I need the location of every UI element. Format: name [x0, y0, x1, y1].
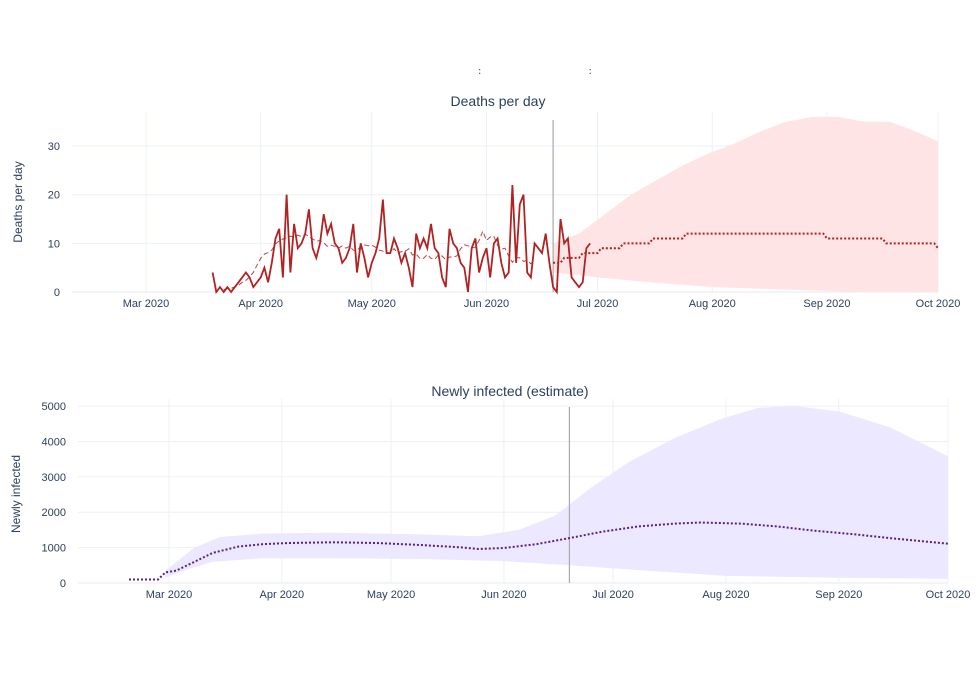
y-axis-title-infected: Newly infected [9, 455, 23, 533]
x-tick-label-infected: May 2020 [367, 589, 415, 601]
series-group-deaths [211, 120, 939, 295]
y-tick-label-infected: 3000 [42, 472, 66, 484]
forecast-line [553, 232, 939, 264]
observed-deaths-line [211, 184, 591, 295]
y-tick-label-infected: 4000 [42, 436, 66, 448]
estimated-infections-line [129, 521, 949, 581]
x-tick-label-deaths: Sep 2020 [803, 298, 850, 310]
x-tick-label-infected: Apr 2020 [260, 589, 305, 601]
x-tick-label-infected: Jul 2020 [592, 589, 634, 601]
x-tick-label-deaths: Oct 2020 [916, 298, 961, 310]
y-axis-title-deaths: Deaths per day [11, 161, 25, 242]
x-tick-label-infected: Mar 2020 [146, 589, 192, 601]
y-tick-labels-infected: 0 1000 2000 3000 4000 5000 [42, 401, 66, 590]
y-tick-label-infected: 1000 [42, 543, 66, 555]
x-tick-label-deaths: Jun 2020 [464, 298, 509, 310]
chart-title-deaths: Deaths per day [451, 93, 546, 109]
y-tick-label-deaths: 30 [48, 141, 60, 153]
y-tick-label-infected: 0 [60, 578, 66, 590]
y-tick-label-deaths: 0 [54, 287, 60, 299]
rolling-average-line [223, 229, 535, 291]
interval-band-infected [165, 406, 948, 579]
x-tick-label-infected: Jun 2020 [481, 589, 526, 601]
estimate-band-infected [165, 406, 948, 579]
x-tick-label-deaths: Mar 2020 [123, 298, 169, 310]
y-tick-label-deaths: 10 [48, 238, 60, 250]
interval-band-deaths [553, 116, 938, 293]
y-tick-labels-deaths: 0 10 20 30 [48, 141, 60, 299]
newly-infected-chart: Newly infected (estimate) 0 1000 2000 3000 4… [9, 383, 970, 601]
x-tick-label-infected: Oct 2020 [926, 589, 971, 601]
y-tick-label-infected: 2000 [42, 507, 66, 519]
y-tick-label-infected: 5000 [42, 401, 66, 413]
x-tick-label-infected: Sep 2020 [815, 589, 862, 601]
x-tick-label-deaths: Aug 2020 [689, 298, 736, 310]
x-tick-labels-deaths: Mar 2020 Apr 2020 May 2020 Jun 2020 Jul 2020… [123, 298, 961, 310]
x-tick-label-deaths: Jul 2020 [577, 298, 619, 310]
x-tick-label-deaths: May 2020 [348, 298, 396, 310]
chart-title-infected: Newly infected (estimate) [431, 383, 588, 399]
x-tick-labels-infected: Mar 2020 Apr 2020 May 2020 Jun 2020 Jul 2020… [146, 589, 971, 601]
series-group-infected [129, 407, 949, 583]
x-tick-label-infected: Aug 2020 [702, 589, 749, 601]
forecast-band-deaths [553, 116, 938, 293]
x-tick-label-deaths: Apr 2020 [238, 298, 283, 310]
header-marker-text: : : [478, 66, 644, 77]
y-tick-label-deaths: 20 [48, 190, 60, 202]
